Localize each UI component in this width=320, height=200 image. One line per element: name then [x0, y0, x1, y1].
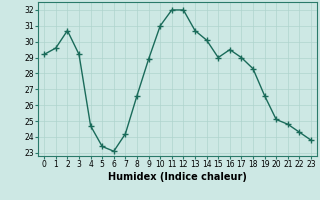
- X-axis label: Humidex (Indice chaleur): Humidex (Indice chaleur): [108, 172, 247, 182]
